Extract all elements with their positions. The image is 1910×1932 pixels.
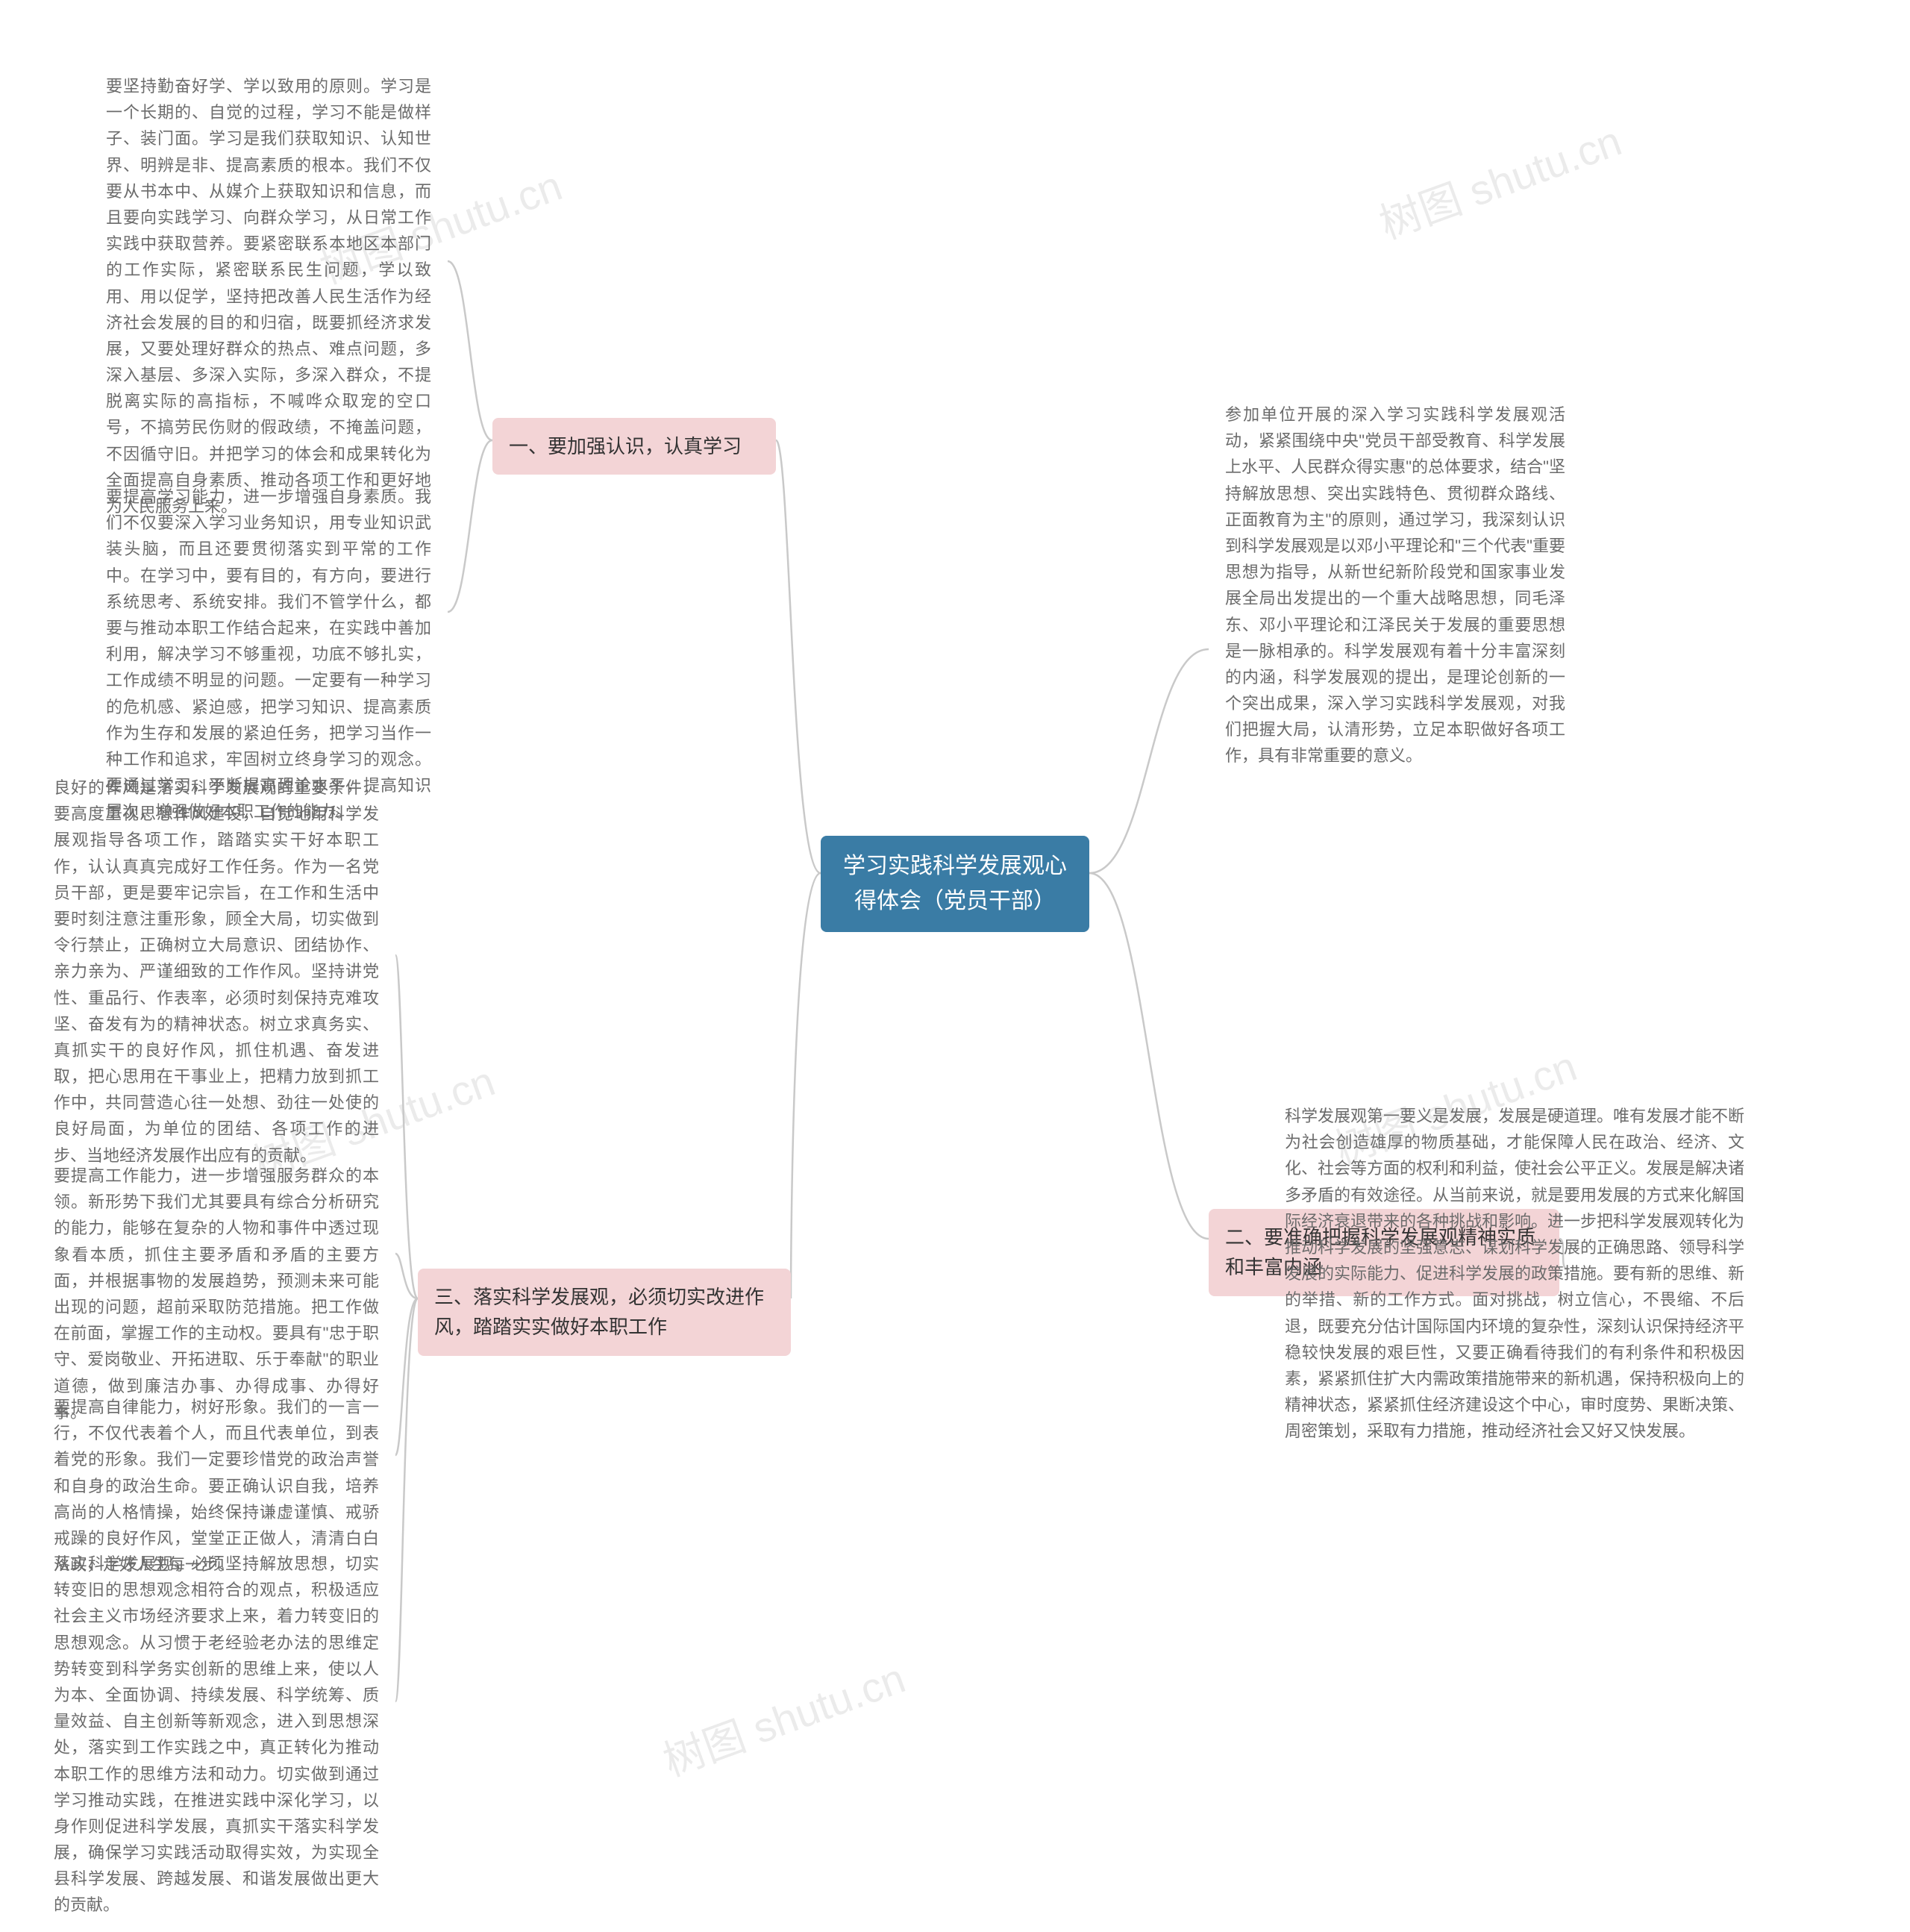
leaf-b3-d: 落实科学发展观，必须坚持解放思想，切实转变旧的思想观念相符合的观点，积极适应社会… bbox=[37, 1537, 395, 1932]
root-node[interactable]: 学习实践科学发展观心得体会（党员干部） bbox=[821, 836, 1089, 932]
connector bbox=[1089, 873, 1209, 1239]
leaf-b3-a: 良好的作风是落实科学发展观的重要条件，要高度重视思想作风建设，自觉地用科学发展观… bbox=[37, 761, 395, 1182]
connector bbox=[448, 440, 492, 612]
connector bbox=[395, 1298, 418, 1701]
watermark: 树图 shutu.cn bbox=[1370, 107, 1629, 251]
connector bbox=[395, 1254, 418, 1298]
connector bbox=[395, 955, 418, 1298]
connector bbox=[395, 1298, 418, 1455]
branch-1[interactable]: 一、要加强认识，认真学习 bbox=[492, 418, 776, 475]
connector bbox=[791, 873, 821, 1298]
leaf-intro: 参加单位开展的深入学习实践科学发展观活动，紧紧围绕中央"党员干部受教育、科学发展… bbox=[1209, 388, 1582, 783]
branch-3[interactable]: 三、落实科学发展观，必须切实改进作风，踏踏实实做好本职工作 bbox=[418, 1269, 791, 1356]
watermark: 树图 shutu.cn bbox=[654, 1645, 912, 1788]
connector bbox=[1089, 649, 1209, 873]
connector bbox=[776, 440, 821, 873]
leaf-b1-a: 要坚持勤奋好学、学以致用的原则。学习是一个长期的、自觉的过程，学习不能是做样子、… bbox=[90, 60, 448, 533]
connector bbox=[448, 261, 492, 440]
leaf-b2-content: 科学发展观第一要义是发展，发展是硬道理。唯有发展才能不断为社会创造雄厚的物质基础… bbox=[1268, 1090, 1761, 1457]
